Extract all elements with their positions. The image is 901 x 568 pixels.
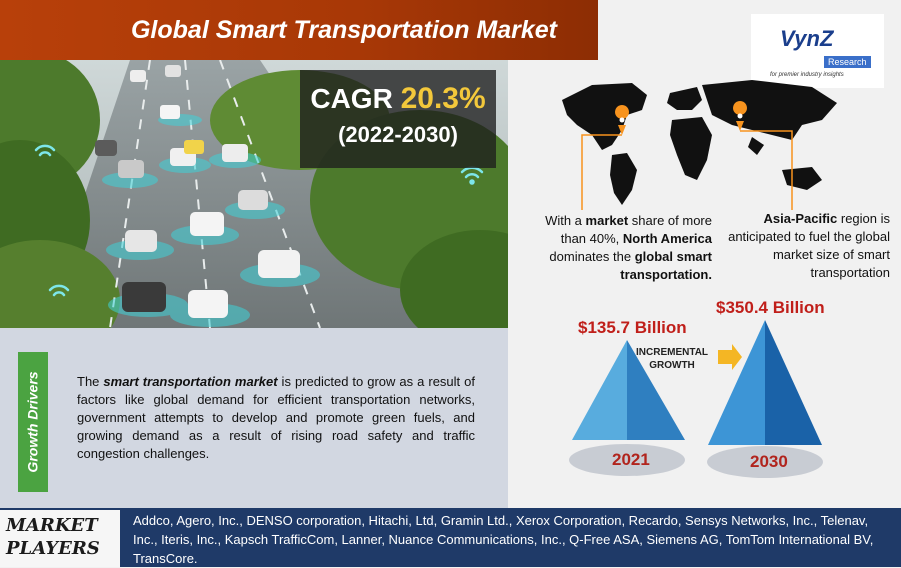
growth-drivers-tab-label-wrap: Growth Drivers — [18, 352, 48, 492]
growth-drivers-panel — [0, 328, 508, 508]
cagr-value: 20.3% — [400, 82, 486, 115]
page-title: Global Smart Transportation Market — [130, 15, 557, 44]
logo-sub: Research — [824, 56, 871, 68]
growth-drivers-tab-label: Growth Drivers — [25, 371, 42, 473]
market-size-pyramids — [569, 320, 823, 478]
year-2030: 2030 — [750, 452, 788, 471]
incremental-growth-label: INCREMENTAL GROWTH — [636, 346, 708, 372]
value-2021: $135.7 Billion — [578, 318, 687, 337]
ap-region: Asia-Pacific — [763, 211, 838, 226]
logo-name: VynZ — [780, 26, 834, 51]
growth-drivers-description: The smart transportation market is predi… — [77, 373, 475, 463]
location-pin-icon — [615, 105, 630, 135]
cagr-line: CAGR 20.3% — [300, 82, 496, 116]
na-pre: With a — [545, 213, 586, 228]
growth-drivers-tab — [18, 352, 48, 492]
world-map — [562, 80, 837, 210]
cagr-label: CAGR — [310, 83, 393, 114]
market-players-label: MARKET PLAYERS — [6, 514, 114, 560]
logo — [751, 14, 884, 88]
na-mid1: share of more than 40%, — [560, 213, 712, 246]
market-players-label-box — [0, 510, 120, 567]
value-2030: $350.4 Billion — [716, 298, 825, 317]
market-players-label-line1: MARKET — [6, 515, 98, 536]
asia-pacific-note: Asia-Pacific region is anticipated to fu… — [710, 210, 890, 282]
gd-text: is predicted to grow as a result of fact… — [77, 374, 476, 461]
incremental-line2: GROWTH — [649, 360, 695, 371]
na-region: North America — [622, 231, 712, 246]
market-players-bar — [0, 508, 901, 567]
north-america-note: With a market share of more than 40%, No… — [520, 212, 712, 284]
gd-emph: smart transportation market — [103, 374, 278, 389]
year-2021: 2021 — [612, 450, 650, 469]
na-global: global smart transportation. — [620, 249, 712, 282]
na-mid2: dominates the — [549, 249, 635, 264]
cagr-box: CAGR 20.3% (2022-2030) — [300, 70, 496, 168]
market-players-list: Addco, Agero, Inc., DENSO corporation, H… — [133, 513, 874, 566]
gd-lead: The — [77, 374, 104, 389]
market-players-label-line2: PLAYERS — [6, 538, 100, 559]
na-market: market — [585, 213, 629, 228]
logo-tagline: for premier industry insights — [770, 72, 844, 78]
cagr-period: (2022-2030) — [338, 122, 458, 147]
title-banner — [0, 0, 598, 60]
ap-rest: region is anticipated to fuel the global… — [728, 211, 890, 280]
incremental-line1: INCREMENTAL — [636, 347, 709, 358]
